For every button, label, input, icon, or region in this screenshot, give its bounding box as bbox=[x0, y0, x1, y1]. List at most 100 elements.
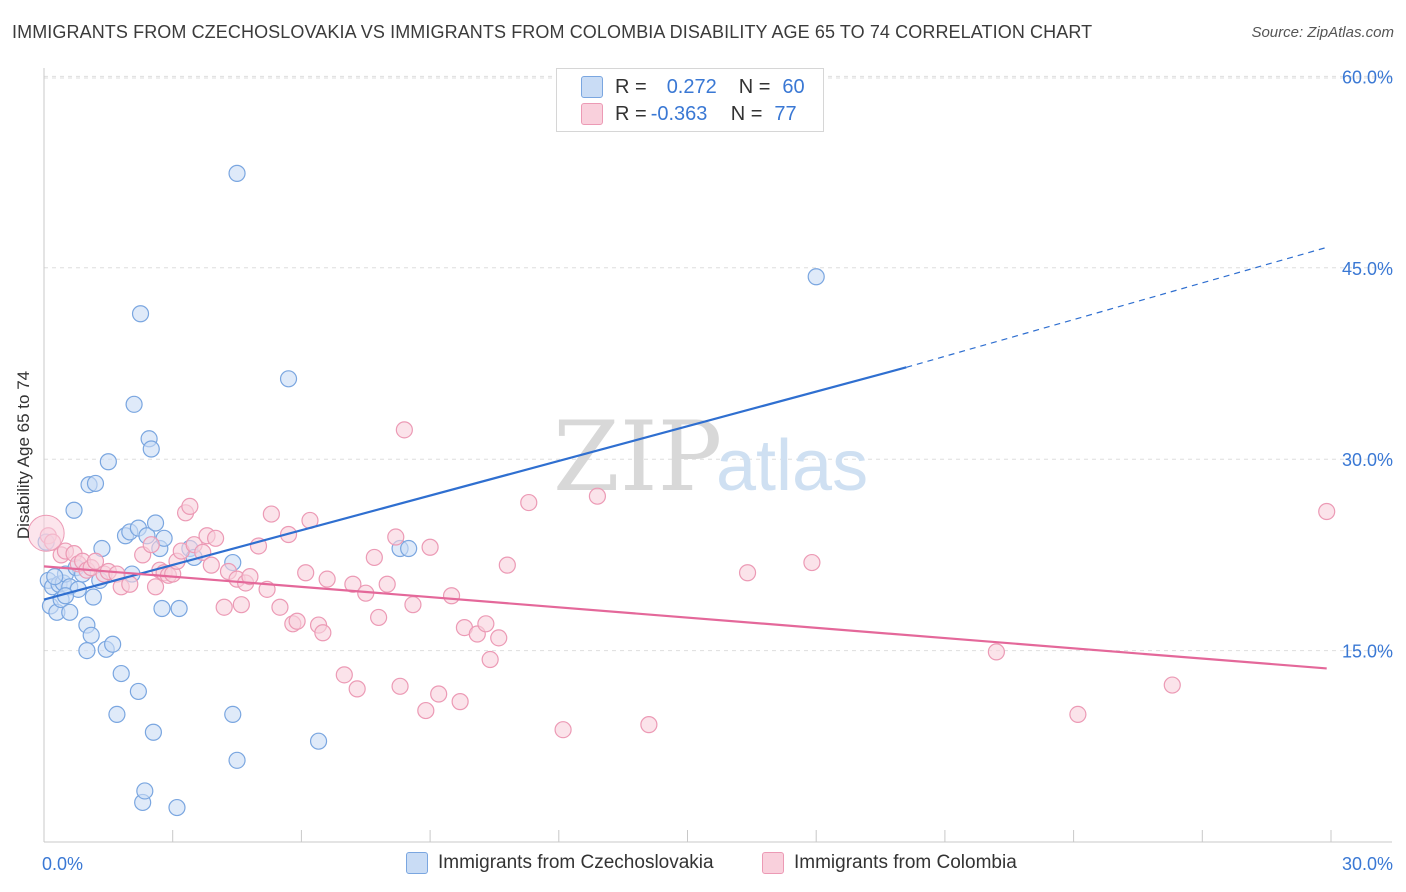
point-czechoslovakia bbox=[84, 588, 102, 606]
point-czechoslovakia bbox=[224, 705, 242, 724]
point-colombia bbox=[404, 596, 422, 614]
point-czechoslovakia bbox=[65, 501, 83, 519]
point-czechoslovakia bbox=[99, 453, 117, 471]
point-czechoslovakia bbox=[125, 395, 143, 413]
point-colombia bbox=[262, 505, 280, 523]
point-colombia bbox=[417, 701, 435, 720]
trend-lines bbox=[43, 246, 1327, 670]
grid-lines bbox=[44, 75, 1392, 652]
point-colombia bbox=[430, 685, 448, 703]
point-czechoslovakia bbox=[400, 539, 418, 558]
legend-item-colombia: Immigrants from Colombia bbox=[762, 852, 1017, 874]
point-colombia bbox=[215, 598, 233, 616]
point-czechoslovakia bbox=[146, 514, 165, 532]
point-colombia bbox=[451, 693, 469, 711]
point-colombia bbox=[640, 716, 658, 734]
point-czechoslovakia bbox=[46, 567, 64, 586]
point-colombia bbox=[520, 493, 538, 512]
point-colombia bbox=[318, 570, 336, 588]
source-note: Source: ZipAtlas.com bbox=[1251, 24, 1394, 41]
point-czechoslovakia bbox=[82, 626, 100, 644]
correlation-legend: R = 0.272 N = 60 R = -0.363 N = 77 bbox=[556, 68, 824, 132]
point-colombia bbox=[232, 596, 250, 614]
point-czechoslovakia bbox=[131, 305, 150, 323]
point-czechoslovakia bbox=[168, 798, 186, 817]
chart-title: IMMIGRANTS FROM CZECHOSLOVAKIA VS IMMIGR… bbox=[12, 22, 1093, 42]
point-colombia bbox=[481, 650, 499, 669]
watermark-atlas: atlas bbox=[716, 426, 868, 506]
n-label: N = bbox=[738, 75, 771, 98]
point-czechoslovakia bbox=[228, 164, 246, 182]
data-points bbox=[27, 164, 1336, 817]
point-czechoslovakia bbox=[136, 782, 154, 800]
point-czechoslovakia bbox=[144, 723, 162, 741]
point-colombia bbox=[421, 538, 439, 556]
point-colombia bbox=[987, 643, 1005, 661]
point-czechoslovakia bbox=[78, 641, 96, 660]
point-czechoslovakia bbox=[104, 635, 122, 653]
legend-item-czechoslovakia: Immigrants from Czechoslovakia bbox=[406, 852, 714, 874]
point-colombia bbox=[202, 556, 220, 574]
y-axis-label: Disability Age 65 to 74 bbox=[14, 370, 33, 540]
point-colombia bbox=[146, 578, 165, 596]
point-colombia bbox=[181, 497, 199, 516]
point-colombia bbox=[297, 564, 315, 582]
point-colombia bbox=[344, 575, 362, 593]
point-czechoslovakia bbox=[153, 599, 171, 618]
point-czechoslovakia bbox=[112, 664, 130, 683]
point-colombia bbox=[86, 552, 105, 570]
point-colombia bbox=[365, 548, 383, 567]
point-colombia bbox=[348, 680, 366, 698]
point-colombia bbox=[378, 575, 396, 593]
point-colombia bbox=[442, 587, 461, 605]
point-czechoslovakia bbox=[807, 268, 825, 286]
legend-label: Immigrants from Colombia bbox=[794, 852, 1017, 873]
y-tick-label: 45.0% bbox=[1342, 259, 1393, 279]
point-colombia bbox=[27, 514, 65, 552]
x-tick-label: 30.0% bbox=[1342, 854, 1393, 874]
point-colombia bbox=[241, 567, 259, 586]
point-colombia bbox=[391, 677, 409, 695]
point-colombia bbox=[1163, 676, 1181, 694]
point-czechoslovakia bbox=[108, 705, 126, 724]
point-colombia bbox=[477, 615, 495, 633]
point-czechoslovakia bbox=[61, 603, 79, 621]
r-value: -0.363 bbox=[650, 102, 708, 125]
r-label: R = bbox=[615, 102, 647, 125]
point-czechoslovakia bbox=[142, 440, 160, 458]
x-tick-label: 0.0% bbox=[42, 854, 83, 874]
n-label: N = bbox=[730, 102, 763, 125]
point-czechoslovakia bbox=[279, 370, 298, 388]
point-colombia bbox=[588, 487, 607, 505]
series-legend: Immigrants from Czechoslovakia Immigrant… bbox=[0, 852, 1406, 878]
point-colombia bbox=[1069, 705, 1087, 724]
point-czechoslovakia bbox=[129, 682, 147, 701]
point-colombia bbox=[490, 629, 508, 647]
point-colombia bbox=[207, 529, 225, 547]
legend-label: Immigrants from Czechoslovakia bbox=[438, 852, 714, 873]
point-czechoslovakia bbox=[86, 474, 105, 493]
watermark-zip: ZIP bbox=[553, 401, 722, 513]
point-colombia bbox=[803, 553, 821, 572]
legend-row-colombia: R = -0.363 N = 77 bbox=[581, 102, 797, 126]
point-colombia bbox=[142, 536, 160, 554]
point-colombia bbox=[335, 666, 353, 684]
point-colombia bbox=[387, 528, 405, 546]
n-value: 77 bbox=[774, 102, 797, 125]
y-tick-label: 15.0% bbox=[1342, 642, 1393, 662]
pink-swatch bbox=[762, 852, 784, 874]
point-czechoslovakia bbox=[309, 732, 328, 750]
axes bbox=[43, 68, 1392, 843]
blue-swatch bbox=[406, 852, 428, 874]
point-colombia bbox=[738, 564, 757, 582]
point-colombia bbox=[314, 624, 332, 642]
point-czechoslovakia bbox=[170, 599, 188, 618]
point-colombia bbox=[370, 608, 388, 627]
point-colombia bbox=[554, 721, 572, 739]
point-colombia bbox=[1318, 502, 1336, 521]
r-value: 0.272 bbox=[666, 75, 717, 98]
point-colombia bbox=[395, 421, 413, 439]
trend-line-colombia bbox=[43, 565, 1327, 670]
